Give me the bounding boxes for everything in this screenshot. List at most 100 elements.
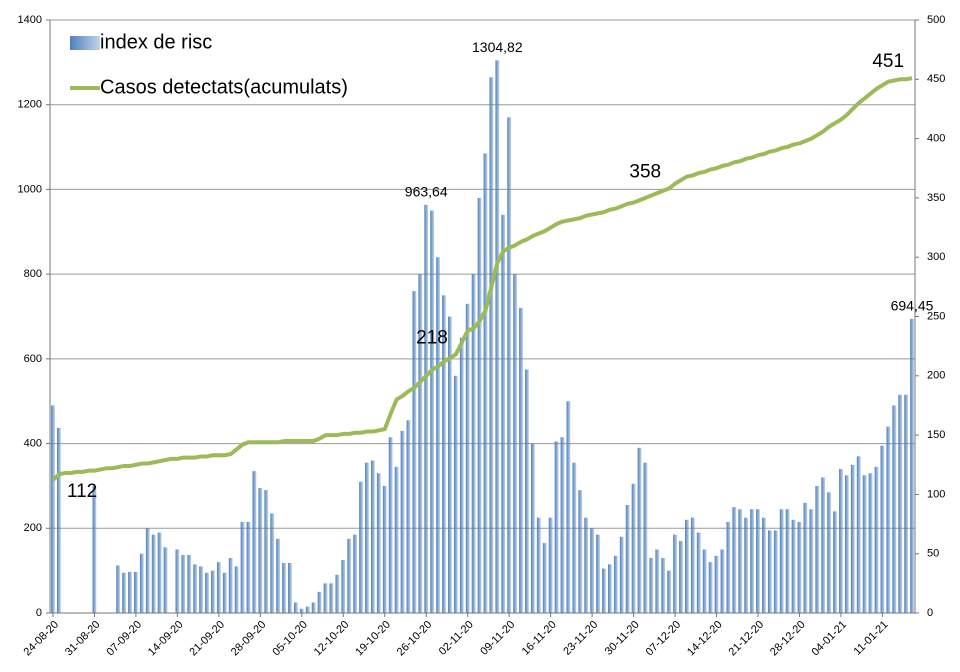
bar (341, 560, 346, 613)
y-tick-label: 0 (36, 607, 42, 619)
bar (335, 574, 340, 613)
bar (732, 507, 737, 613)
bar (643, 462, 648, 613)
bar (667, 570, 672, 613)
y2-tick-label: 200 (927, 370, 945, 382)
bar (720, 549, 725, 613)
bar (388, 437, 393, 613)
bar (382, 485, 387, 613)
bar (584, 517, 589, 613)
bar (850, 464, 855, 613)
bar (910, 318, 914, 613)
y-tick-label: 400 (24, 437, 42, 449)
bar (246, 521, 251, 613)
bar (821, 477, 826, 613)
bar (738, 509, 743, 613)
bar (122, 572, 126, 613)
bar (222, 572, 227, 613)
bar (767, 530, 772, 613)
line-value-label: 358 (629, 161, 661, 182)
bar (471, 274, 476, 613)
bar (607, 564, 612, 613)
bar (234, 566, 239, 613)
bar (513, 274, 517, 613)
bar (779, 509, 784, 613)
bar (673, 534, 677, 613)
bar (56, 427, 61, 613)
bar (827, 492, 831, 613)
bar (365, 462, 369, 613)
line-value-label: 218 (416, 327, 448, 348)
bar (436, 257, 440, 613)
bar (406, 420, 411, 613)
bar (726, 521, 731, 613)
bar-value-label: 694,45 (891, 298, 934, 314)
bar (299, 608, 304, 613)
bar (762, 517, 766, 613)
bar (744, 517, 749, 613)
bar (560, 437, 565, 613)
bar (874, 466, 879, 613)
bar (205, 572, 209, 613)
bar (708, 562, 713, 613)
bar (578, 490, 583, 613)
bar (317, 591, 322, 613)
x-tick-label: 14-12-20 (685, 619, 725, 659)
bar (228, 557, 233, 613)
x-tick-label: 09-11-20 (478, 619, 517, 658)
bar (157, 532, 162, 613)
bar (862, 475, 867, 613)
y2-tick-label: 150 (927, 429, 945, 441)
x-tick-label: 14-09-20 (146, 619, 186, 659)
x-tick-label: 19-10-20 (353, 619, 393, 659)
bar (750, 509, 754, 613)
bar-value-label: 963,64 (405, 184, 448, 200)
bar (661, 557, 666, 613)
y2-tick-label: 50 (927, 548, 939, 560)
bar (868, 473, 873, 613)
bar (856, 456, 861, 613)
bar (430, 210, 435, 613)
bar (809, 509, 814, 613)
bar (785, 509, 790, 613)
bar (151, 534, 156, 613)
legend-label: index de risc (100, 31, 212, 53)
bar (631, 483, 636, 613)
bar (193, 564, 198, 613)
x-tick-label: 21-09-20 (187, 619, 227, 659)
line-value-label: 451 (872, 51, 904, 72)
bar (489, 77, 494, 614)
bar (92, 485, 97, 613)
bar (293, 602, 298, 613)
bar (519, 308, 523, 613)
y2-tick-label: 400 (927, 133, 945, 145)
bar-value-label: 1304,82 (472, 39, 523, 55)
y2-tick-label: 500 (927, 14, 945, 26)
bar (685, 519, 689, 613)
bar (844, 475, 849, 613)
y-tick-label: 800 (24, 268, 42, 280)
bar (590, 528, 595, 613)
y-tick-label: 1000 (18, 183, 42, 195)
bar (370, 460, 375, 613)
bar (542, 543, 547, 613)
x-tick-label: 24-08-20 (22, 619, 62, 659)
bar (602, 568, 606, 613)
bar (833, 511, 837, 613)
bar (400, 430, 405, 613)
bar (376, 473, 381, 613)
x-tick-label: 04-01-21 (809, 619, 849, 659)
bar (211, 570, 215, 613)
bar (803, 502, 808, 613)
bar (596, 534, 600, 613)
y2-tick-label: 100 (927, 488, 945, 500)
bar (252, 471, 257, 613)
x-tick-label: 31-08-20 (63, 619, 103, 659)
bar (815, 485, 820, 613)
bar (175, 549, 180, 613)
bar (311, 602, 316, 613)
bar (530, 443, 535, 613)
bar (282, 563, 286, 613)
bar (880, 445, 885, 613)
